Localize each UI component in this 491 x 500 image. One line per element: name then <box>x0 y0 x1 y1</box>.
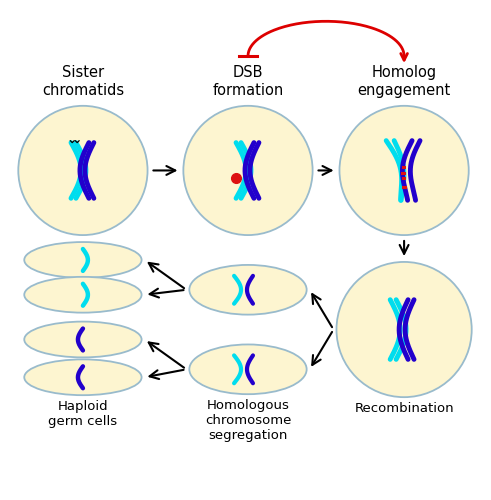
Text: DSB
formation: DSB formation <box>213 66 284 98</box>
Text: Sister
chromatids: Sister chromatids <box>42 66 124 98</box>
Circle shape <box>18 106 148 235</box>
Text: Homologous
chromosome
segregation: Homologous chromosome segregation <box>205 399 291 442</box>
Text: Homolog
engagement: Homolog engagement <box>357 66 451 98</box>
Circle shape <box>183 106 313 235</box>
Circle shape <box>336 262 472 397</box>
Ellipse shape <box>190 265 307 314</box>
Circle shape <box>339 106 469 235</box>
Ellipse shape <box>24 360 141 395</box>
Ellipse shape <box>24 242 141 278</box>
Ellipse shape <box>24 322 141 358</box>
Text: Haploid
germ cells: Haploid germ cells <box>48 400 117 428</box>
Ellipse shape <box>24 277 141 312</box>
Ellipse shape <box>190 344 307 394</box>
Text: Recombination: Recombination <box>355 402 454 415</box>
